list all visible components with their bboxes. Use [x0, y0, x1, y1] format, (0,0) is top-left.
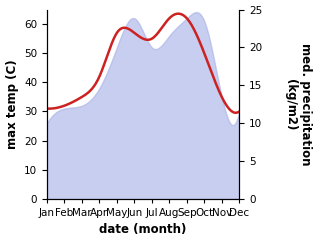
Y-axis label: med. precipitation
(kg/m2): med. precipitation (kg/m2)	[284, 43, 313, 166]
X-axis label: date (month): date (month)	[100, 223, 187, 236]
Y-axis label: max temp (C): max temp (C)	[5, 59, 18, 149]
